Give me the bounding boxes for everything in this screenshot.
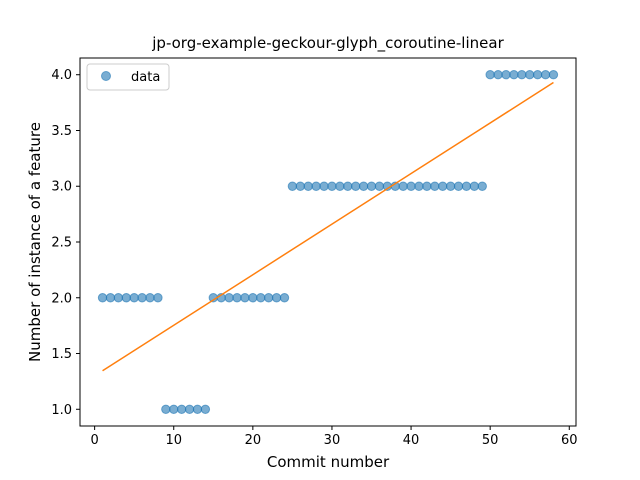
data-point [540,70,551,80]
y-tick-label: 4.0 [51,68,72,83]
axes: 0 10 20 30 40 50 60 1.0 1.5 2.0 2.5 3.0 3.5 4.0 [51,57,578,448]
y-tick-label: 1.5 [51,347,72,362]
data-point [461,181,472,191]
data-point [335,181,345,191]
data-point [184,404,195,414]
data-point [366,181,377,191]
data-point [350,181,361,191]
plot-area [97,70,559,414]
legend: data [86,63,170,91]
data-point [263,293,274,303]
data-point [279,293,290,303]
data-point [430,181,440,191]
data-point [153,293,163,303]
data-point [422,181,432,191]
data-point [200,404,211,414]
data-point [493,70,503,80]
data-point [137,293,147,303]
data-point [414,181,424,191]
data-point [248,293,258,303]
data-point [192,404,203,414]
data-point [445,181,456,191]
y-tick-label: 3.0 [51,180,72,195]
data-point [113,293,124,303]
data-point [374,181,385,191]
chart-title: jp-org-example-geckour-glyph_coroutine-l… [151,34,504,53]
data-point [453,181,464,191]
data-point [525,70,535,80]
data-point [477,181,487,191]
axes-frame [79,57,577,427]
x-tick-label: 50 [482,433,499,448]
data-point [97,293,108,303]
data-point [287,181,298,191]
data-point [327,181,337,191]
y-tick-label: 3.5 [51,124,72,139]
x-tick-label: 0 [90,433,98,448]
x-tick-label: 10 [165,433,182,448]
x-tick-label: 40 [403,433,420,448]
data-point [176,404,187,414]
data-point [129,293,139,303]
data-point [303,181,313,191]
legend-label-data: data [131,70,160,85]
data-point [509,70,519,80]
data-point [469,181,480,191]
x-axis-label: Commit number [267,453,390,471]
data-point [145,293,155,303]
data-point [501,70,511,80]
data-point [343,181,353,191]
data-point [406,181,416,191]
data-point [548,70,559,80]
data-point [169,404,179,414]
data-point [161,404,171,414]
data-point [256,293,266,303]
data-point [295,181,306,191]
legend-frame [86,63,170,91]
data-point [319,181,329,191]
y-tick-label: 1.0 [51,403,72,418]
x-tick-label: 20 [245,433,262,448]
data-point [121,293,131,303]
data-point [232,293,242,303]
data-point [271,293,282,303]
data-point [311,181,321,191]
data-point [240,293,250,303]
fit-line [102,81,554,372]
data-point [532,70,543,80]
legend-marker-data [101,71,111,81]
y-axis-label: Number of instance of a feature [26,122,44,362]
data-point [438,181,448,191]
x-tick-label: 30 [324,433,341,448]
data-point [105,293,116,303]
data-point [358,181,369,191]
data-point [398,181,408,191]
x-tick-label: 60 [561,433,578,448]
y-tick-label: 2.0 [51,291,72,306]
data-point [517,70,527,80]
y-tick-label: 2.5 [51,236,72,251]
data-point [485,70,495,80]
data-point [224,293,234,303]
